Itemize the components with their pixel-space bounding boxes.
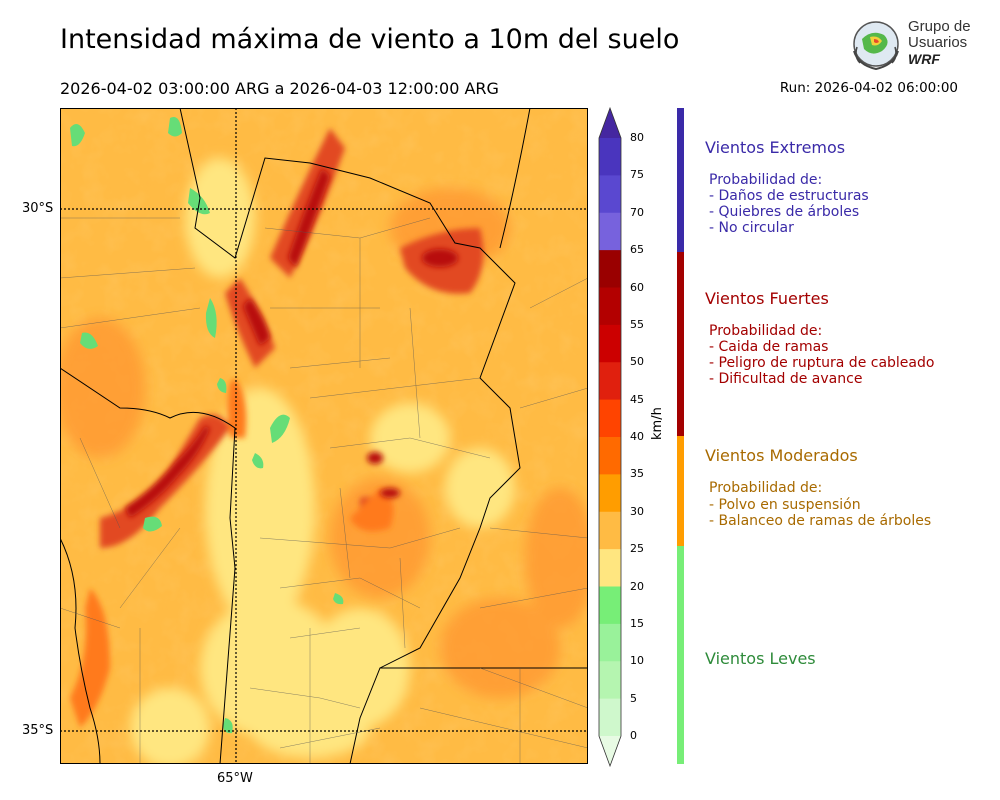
logo-text-line2: Usuarios [908,34,968,51]
moderate-line-2: - Polvo en suspensión [709,497,861,513]
category-title-extreme: Vientos Extremos [705,138,846,157]
wind-colorbar [598,106,622,768]
colorbar-segment [599,138,621,176]
logo-text-line1: Grupo de [908,18,971,35]
extreme-line-4: - No circular [709,220,794,236]
category-bar-strong [677,252,684,436]
logo-text-wrf: WRF [908,51,940,67]
lat-label-35s: 35°S [22,723,54,738]
colorbar-segment [599,549,621,587]
wind-map [60,108,588,764]
colorbar-tick-label: 70 [630,205,644,219]
colorbar-tick-label: 65 [630,243,644,257]
colorbar-tick-label: 30 [630,504,644,518]
category-bar-moderate [677,436,684,546]
colorbar-tick-label: 50 [630,355,644,369]
extreme-line-3: - Quiebres de árboles [709,204,860,220]
category-title-moderate: Vientos Moderados [705,446,858,465]
colorbar-segment [599,437,621,475]
colorbar-segment [599,324,621,363]
lat-label-30s: 30°S [22,201,54,216]
colorbar-tick-label: 75 [630,168,644,182]
colorbar-segment [599,511,621,550]
colorbar-tick-label: 10 [630,654,644,668]
colorbar-segment [599,698,621,737]
category-bar-extreme [677,108,684,252]
globe-logo-icon [853,21,899,71]
colorbar-segment [599,287,621,326]
strong-line-2: - Caida de ramas [709,339,829,355]
colorbar-tick-label: 15 [630,616,644,630]
strong-line-3: - Peligro de ruptura de cableado [709,355,935,371]
department-borders [60,217,588,764]
colorbar-tick-label: 45 [630,392,644,406]
colorbar-segment [599,474,621,513]
colorbar-tick-label: 80 [630,131,644,144]
colorbar-segment [599,175,621,214]
colorbar-segment [599,362,621,401]
moderate-line-3: - Balanceo de ramas de árboles [709,513,932,529]
colorbar-tick-label: 35 [630,467,644,481]
colorbar-tick-label: 0 [630,729,637,742]
strong-line-1: Probabilidad de: [709,323,823,339]
wrf-logo: Grupo de Usuarios WRF [848,17,973,73]
colorbar-tick-label: 55 [630,317,644,331]
extreme-line-1: Probabilidad de: [709,172,823,188]
lon-label-65w: 65°W [217,771,253,786]
map-title: Intensidad máxima de viento a 10m del su… [60,24,680,55]
calm-green-areas [70,117,344,734]
colorbar-segment [599,399,621,438]
category-title-strong: Vientos Fuertes [705,289,829,308]
colorbar-extend-bottom [599,736,621,766]
forecast-period: 2026-04-02 03:00:00 ARG a 2026-04-03 12:… [60,79,499,98]
map-frame [60,108,588,764]
colorbar-segment [599,661,621,700]
colorbar-tick-label: 60 [630,280,644,294]
graticule-lines [60,108,588,764]
colorbar-tick-label: 25 [630,542,644,556]
moderate-line-1: Probabilidad de: [709,480,823,496]
colorbar-unit: km/h [650,407,665,440]
strong-line-4: - Dificultad de avance [709,371,863,387]
extreme-line-2: - Daños de estructuras [709,188,869,204]
colorbar-tick-label: 20 [630,579,644,593]
colorbar-segment [599,212,621,251]
colorbar-tick-label: 40 [630,430,644,443]
extreme-wind-cores [125,168,458,518]
run-timestamp: Run: 2026-04-02 06:00:00 [779,80,958,96]
colorbar-segment [599,250,621,288]
colorbar-tick-label: 5 [630,691,637,705]
province-borders [60,108,588,764]
colorbar-segment [599,623,621,662]
colorbar-extend-top [599,108,621,138]
colorbar-segment [599,586,621,625]
category-bar-light [677,546,684,764]
category-title-light: Vientos Leves [705,649,816,668]
